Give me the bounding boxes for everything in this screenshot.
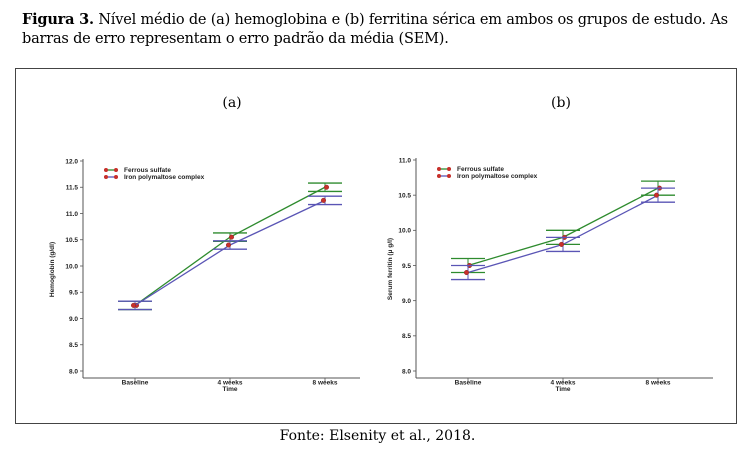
figure-caption-text: Nível médio de (a) hemoglobina e (b) fer… [22, 12, 728, 47]
x-tick-label: 4 weeks [218, 380, 243, 387]
y-tick-label: 11.0 [66, 211, 79, 218]
y-axis-title: Serum ferritin (μ g/l) [387, 238, 394, 300]
figure-caption: Figura 3. Nível médio de (a) hemoglobina… [22, 10, 732, 49]
panel-label: (b) [551, 95, 571, 111]
series-line-ferrous-sulfate [467, 187, 659, 267]
figure-label: Figura 3. [22, 11, 94, 28]
y-tick-label: 9.0 [402, 298, 411, 305]
chart-panel-b: (b) 8.0 8.5 9.0 9.5 10.0 10.5 11.0 Baseline 4 wee… [387, 95, 713, 393]
y-tick-label: 10.5 [65, 237, 78, 244]
data-point [324, 184, 330, 190]
source-note: Fonte: Elsenity et al., 2018. [279, 428, 476, 444]
data-point [464, 270, 470, 276]
data-point [225, 242, 231, 248]
legend-swatch-marker [114, 175, 118, 179]
legend-label: Ferrous sulfate [124, 167, 171, 174]
y-tick-label: 11.5 [66, 185, 79, 192]
y-tick-label: 8.0 [402, 368, 411, 375]
y-tick-label: 10.5 [398, 192, 411, 199]
y-tick-label: 10.0 [398, 228, 411, 235]
legend-swatch-marker [104, 175, 108, 179]
x-axis-title: Time [222, 386, 237, 393]
y-tick-label: 8.5 [69, 342, 78, 349]
y-tick-label: 12.0 [65, 158, 78, 165]
y-tick-label: 9.5 [69, 290, 78, 297]
data-point [228, 234, 234, 240]
legend-label: Iron polymaltose complex [457, 173, 538, 180]
y-tick-label: 11.0 [399, 157, 412, 164]
x-tick-label: 8 weeks [313, 380, 338, 387]
data-point [654, 192, 660, 198]
legend-swatch-marker [437, 174, 441, 178]
legend-swatch-marker [437, 167, 441, 171]
y-tick-label: 8.0 [69, 368, 78, 375]
series-line-iron-polymaltose [134, 199, 326, 306]
chart-panel-a: (a) 8.0 8.5 9.0 9.5 10.0 10.5 11.0 11.5 12.0 Basel… [49, 95, 360, 393]
panel-label: (a) [222, 95, 241, 111]
y-tick-label: 10.0 [65, 263, 78, 270]
y-axis-title: Hemoglobin (g/dl) [49, 242, 56, 297]
x-tick-label: 8 weeks [646, 380, 671, 387]
data-point [559, 241, 565, 247]
data-point [321, 197, 327, 203]
legend-swatch-marker [104, 168, 108, 172]
y-tick-label: 9.0 [69, 316, 78, 323]
legend-label: Iron polymaltose complex [124, 174, 205, 181]
x-axis-title: Time [555, 386, 570, 393]
legend-swatch-marker [447, 174, 451, 178]
legend-label: Ferrous sulfate [457, 166, 504, 173]
figure-frame [15, 68, 737, 424]
legend-swatch-marker [447, 167, 451, 171]
legend-swatch-marker [114, 168, 118, 172]
data-point [130, 302, 136, 308]
x-tick-label: Baseline [122, 380, 149, 387]
x-tick-label: 4 weeks [551, 380, 576, 387]
x-tick-label: Baseline [455, 380, 482, 387]
y-tick-label: 8.5 [402, 333, 411, 340]
y-tick-label: 9.5 [402, 263, 411, 270]
